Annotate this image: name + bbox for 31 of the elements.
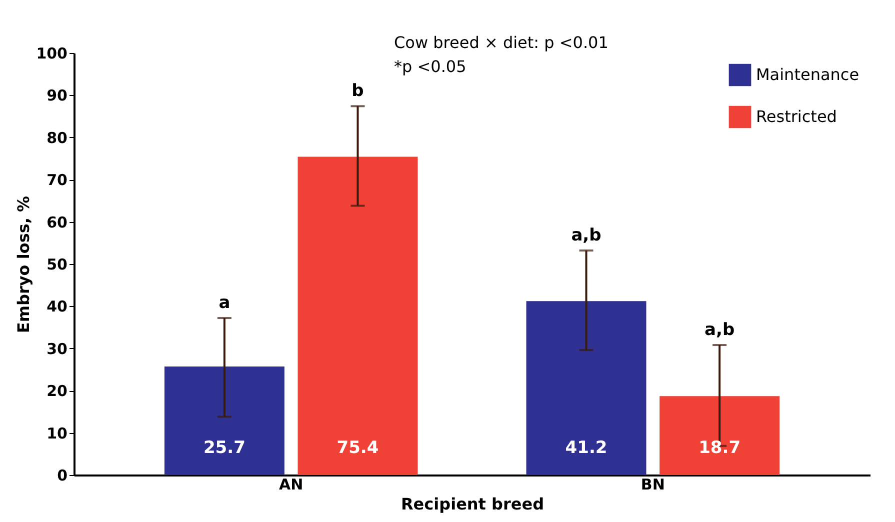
y-tick-label: 30	[46, 340, 68, 358]
bar	[660, 396, 780, 475]
data-label: 18.7	[698, 438, 741, 458]
text: Cow breed × diet: p <0.01	[394, 33, 608, 52]
bar	[164, 366, 284, 475]
legend-label: Maintenance	[756, 65, 860, 84]
y-tick-label: 100	[36, 44, 68, 62]
y-tick-label: 80	[46, 128, 68, 147]
y-tick-label: 70	[46, 171, 68, 190]
y-tick-label: 0	[57, 466, 68, 484]
x-axis-title: Recipient breed	[400, 494, 544, 514]
y-tick-label: 50	[46, 256, 68, 274]
annotation: b	[352, 81, 364, 102]
y-tick-label: 40	[46, 298, 68, 316]
legend-label: Restricted	[756, 107, 837, 126]
annotation: a,b	[704, 320, 735, 340]
annotation: *p <0.05	[394, 57, 466, 76]
bar	[526, 301, 646, 475]
bar	[298, 156, 418, 475]
y-tick-label: 90	[46, 86, 68, 105]
data-label: 75.4	[336, 438, 379, 458]
x-tick-label: AN	[279, 476, 304, 494]
annotation: a	[218, 293, 230, 314]
data-label: 25.7	[203, 438, 246, 458]
x-tick-label: BN	[640, 476, 665, 494]
y-axis-title: Embryo loss, %	[14, 196, 34, 334]
y-tick-label: 10	[46, 424, 68, 442]
y-tick-label: 20	[46, 382, 68, 400]
annotation: a,b	[571, 225, 602, 246]
y-tick-label: 60	[46, 213, 68, 232]
data-label: 41.2	[565, 438, 608, 458]
